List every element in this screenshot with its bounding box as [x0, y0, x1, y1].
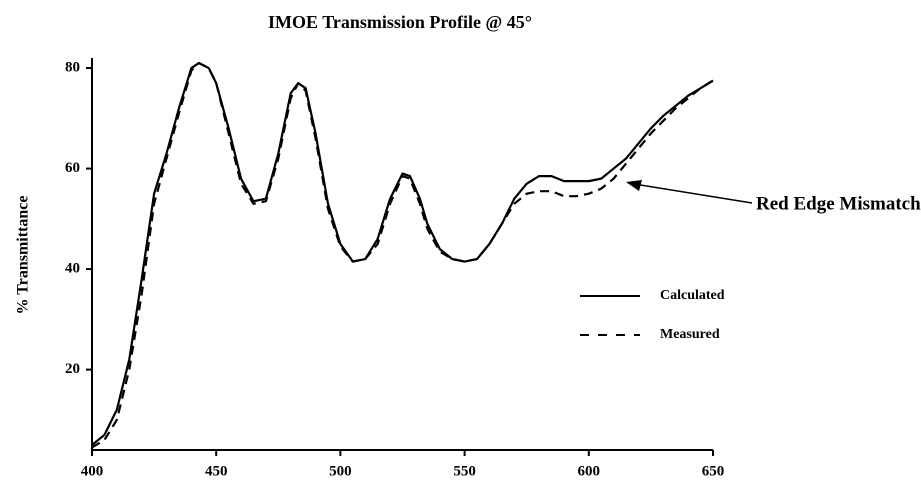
annotation-arrow — [627, 182, 753, 204]
y-tick-label: 60 — [65, 160, 80, 176]
arrow-head — [626, 180, 642, 191]
y-tick-label: 20 — [65, 361, 80, 377]
y-tick-label: 80 — [65, 59, 80, 75]
x-tick-label: 600 — [578, 463, 601, 479]
x-tick-label: 650 — [702, 463, 725, 479]
legend-label: Measured — [660, 327, 720, 342]
annotation: Red Edge Mismatch — [756, 193, 921, 214]
series-line — [91, 61, 714, 449]
chart-title: IMOE Transmission Profile @ 45° — [268, 12, 532, 32]
x-tick-label: 400 — [81, 463, 104, 479]
y-axis-label: % Transmittance — [15, 196, 32, 315]
series-line — [91, 61, 714, 446]
x-tick-label: 550 — [453, 463, 476, 479]
y-tick-label: 40 — [65, 261, 80, 277]
x-tick-label: 450 — [205, 463, 228, 479]
legend-label: Calculated — [660, 288, 725, 303]
x-tick-label: 500 — [329, 463, 352, 479]
